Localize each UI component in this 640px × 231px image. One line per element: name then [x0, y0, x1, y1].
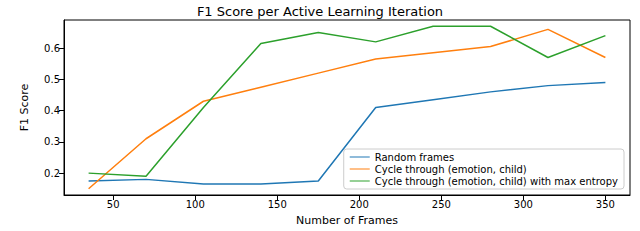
svg-text:0.4: 0.4 — [44, 105, 60, 116]
svg-text:100: 100 — [186, 199, 205, 210]
svg-text:Number of Frames: Number of Frames — [296, 214, 398, 227]
svg-text:250: 250 — [432, 199, 451, 210]
svg-text:200: 200 — [350, 199, 369, 210]
svg-text:50: 50 — [107, 199, 120, 210]
svg-text:Random frames: Random frames — [375, 152, 454, 163]
svg-text:0.5: 0.5 — [44, 74, 60, 85]
svg-text:300: 300 — [514, 199, 533, 210]
svg-text:F1 Score: F1 Score — [18, 83, 31, 131]
svg-text:0.6: 0.6 — [44, 43, 60, 54]
svg-text:F1 Score per Active Learning I: F1 Score per Active Learning Iteration — [197, 4, 443, 19]
svg-text:Cycle through (emotion, child): Cycle through (emotion, child) — [375, 164, 527, 175]
svg-text:150: 150 — [268, 199, 287, 210]
svg-text:0.3: 0.3 — [44, 136, 60, 147]
svg-text:350: 350 — [596, 199, 615, 210]
svg-text:0.2: 0.2 — [44, 168, 60, 179]
svg-text:Cycle through (emotion, child): Cycle through (emotion, child) with max … — [375, 176, 618, 187]
